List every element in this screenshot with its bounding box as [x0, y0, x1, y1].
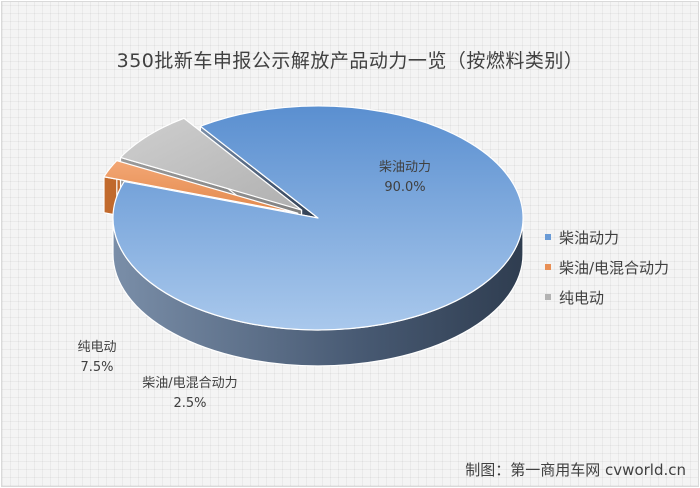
- pie-slice-diesel: [112, 105, 524, 331]
- chart-legend: 柴油动力 柴油/电混合动力 纯电动: [545, 222, 669, 312]
- data-label-hybrid-value: 2.5%: [173, 396, 207, 411]
- data-label-hybrid-name: 柴油/电混合动力: [142, 376, 238, 391]
- legend-label-diesel: 柴油动力: [559, 228, 620, 247]
- legend-item-diesel: 柴油动力: [545, 222, 669, 252]
- legend-swatch-diesel: [545, 234, 551, 240]
- legend-item-hybrid: 柴油/电混合动力: [545, 252, 669, 282]
- pie-slice-electric: [119, 117, 303, 211]
- data-label-diesel: 柴油动力 90.0%: [360, 158, 450, 198]
- legend-label-electric: 纯电动: [559, 288, 605, 307]
- legend-swatch-hybrid: [545, 264, 551, 270]
- data-label-diesel-name: 柴油动力: [378, 160, 431, 175]
- data-label-hybrid: 柴油/电混合动力 2.5%: [120, 374, 260, 414]
- data-label-electric-name: 纯电动: [77, 340, 117, 355]
- legend-swatch-electric: [545, 294, 551, 300]
- chart-title: 350批新车申报公示解放产品动力一览（按燃料类别）: [116, 50, 584, 72]
- legend-item-electric: 纯电动: [545, 282, 669, 312]
- data-label-electric: 纯电动 7.5%: [62, 338, 132, 378]
- data-label-electric-value: 7.5%: [80, 360, 114, 375]
- legend-label-hybrid: 柴油/电混合动力: [559, 258, 670, 277]
- pie-slice-hybrid: [103, 160, 299, 214]
- chart-credit: 制图：第一商用车网 cvworld.cn: [465, 461, 686, 479]
- data-label-diesel-value: 90.0%: [384, 180, 426, 195]
